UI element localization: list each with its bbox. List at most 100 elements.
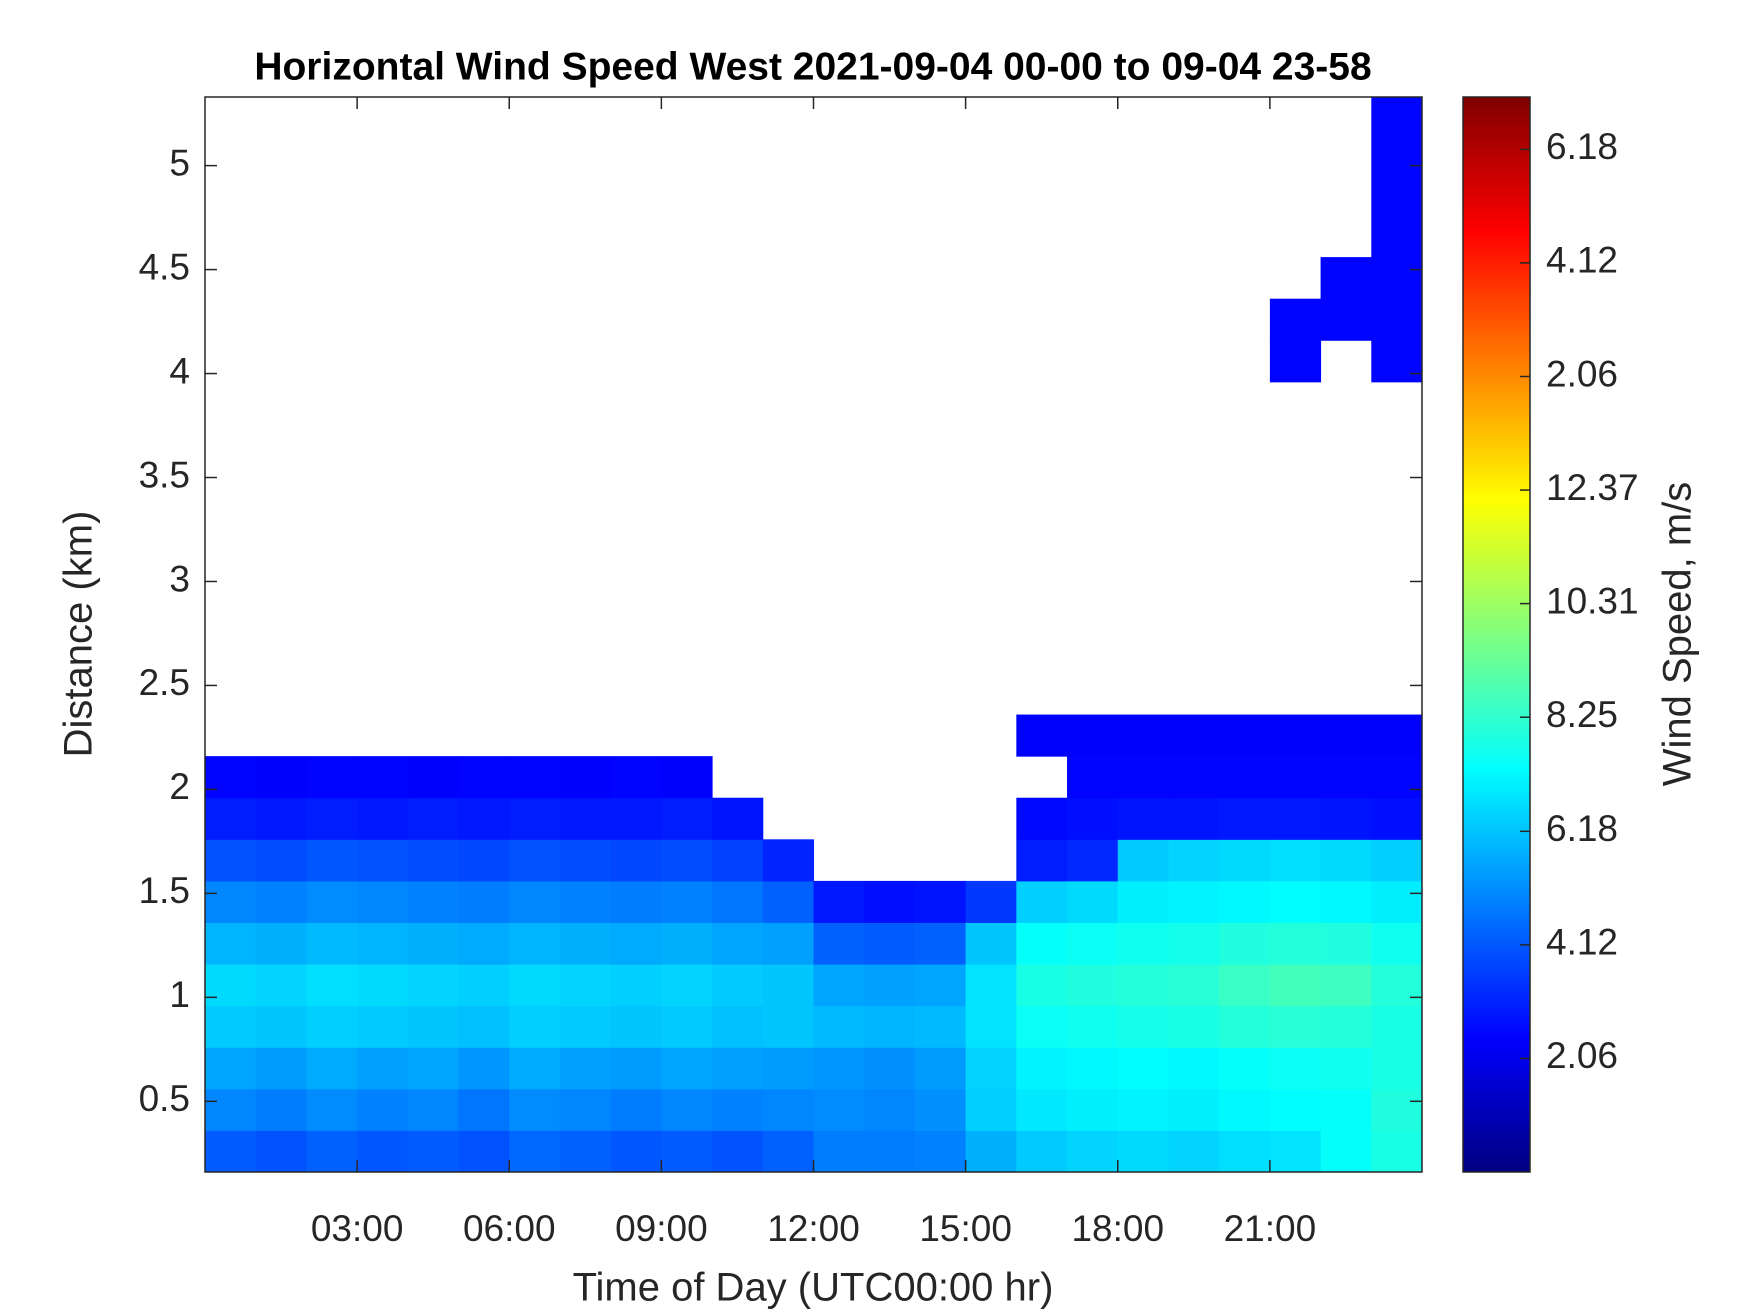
heatmap-cell — [509, 1130, 561, 1173]
heatmap-cell — [914, 964, 967, 1007]
x-tick-label: 09:00 — [615, 1208, 708, 1249]
heatmap-cell — [610, 797, 662, 840]
heatmap-cell — [1168, 797, 1220, 840]
heatmap-cell — [1117, 922, 1169, 965]
heatmap-cell — [762, 1047, 814, 1090]
heatmap-cell — [205, 756, 257, 799]
heatmap-cell — [864, 922, 916, 965]
heatmap-cell — [458, 797, 510, 840]
y-tick-label: 2.5 — [139, 662, 190, 703]
heatmap-cell — [407, 922, 460, 965]
heatmap-cell — [1320, 880, 1372, 923]
heatmap-cell — [1067, 1005, 1119, 1048]
heatmap-cell — [1067, 839, 1119, 882]
heatmap-cell — [1269, 1005, 1322, 1048]
heatmap-cell — [1269, 964, 1322, 1007]
heatmap-cell — [864, 1088, 916, 1131]
heatmap-cell — [357, 839, 409, 882]
heatmap-cell — [458, 964, 510, 1007]
heatmap-cell — [1219, 880, 1271, 923]
heatmap-cell — [1168, 1047, 1220, 1090]
heatmap-cell — [965, 1130, 1017, 1173]
heatmap-cell — [1371, 964, 1423, 1007]
heatmap-cell — [306, 839, 358, 882]
heatmap-cell — [357, 880, 409, 923]
heatmap-cell — [610, 1130, 662, 1173]
heatmap-cell — [914, 1005, 967, 1048]
heatmap-cell — [357, 1005, 409, 1048]
heatmap-cell — [1117, 1047, 1169, 1090]
heatmap-cell — [1320, 1047, 1372, 1090]
heatmap-cell — [458, 839, 510, 882]
heatmap-cell — [1067, 1130, 1119, 1173]
colorbar-tick-label: 2.06 — [1546, 353, 1618, 394]
heatmap-cell — [813, 1088, 865, 1131]
heatmap-cell — [559, 839, 612, 882]
heatmap-cell — [559, 1088, 612, 1131]
heatmap-cell — [610, 1088, 662, 1131]
heatmap-cell — [357, 1088, 409, 1131]
heatmap-cell — [205, 922, 257, 965]
heatmap-cell — [1320, 257, 1372, 300]
heatmap-cell — [1320, 714, 1372, 757]
heatmap-cell — [864, 1130, 916, 1173]
y-tick-label: 4.5 — [139, 246, 190, 287]
heatmap-cell — [1117, 756, 1169, 799]
x-tick-label: 12:00 — [767, 1208, 860, 1249]
heatmap-cell — [1219, 922, 1271, 965]
heatmap-cell — [407, 756, 460, 799]
chart-title: Horizontal Wind Speed West 2021-09-04 00… — [254, 45, 1371, 88]
heatmap-cell — [306, 1005, 358, 1048]
heatmap-cell — [712, 880, 764, 923]
heatmap-cell — [458, 1005, 510, 1048]
heatmap-cell — [1371, 756, 1423, 799]
heatmap-cell — [661, 756, 713, 799]
heatmap-cell — [1371, 132, 1423, 175]
heatmap-cell — [1219, 1130, 1271, 1173]
heatmap-cell — [762, 964, 814, 1007]
heatmap-cell — [255, 797, 307, 840]
heatmap-cell — [407, 797, 460, 840]
colorbar-label: Wind Speed, m/s — [1656, 482, 1700, 787]
heatmap-cell — [1219, 964, 1271, 1007]
heatmap-cell — [458, 880, 510, 923]
heatmap-cell — [559, 1130, 612, 1173]
heatmap-cell — [661, 880, 713, 923]
heatmap-cell — [1371, 1130, 1423, 1173]
heatmap-cell — [255, 756, 307, 799]
heatmap-cell — [255, 922, 307, 965]
colorbar-tick-label: 10.31 — [1546, 580, 1639, 621]
heatmap-cell — [205, 964, 257, 1007]
heatmap-cell — [712, 964, 764, 1007]
heatmap-cell — [914, 1047, 967, 1090]
heatmap-cell — [1168, 1130, 1220, 1173]
heatmap-cell — [1371, 1047, 1423, 1090]
heatmap-cell — [914, 1088, 967, 1131]
x-tick-label: 18:00 — [1071, 1208, 1164, 1249]
heatmap-cell — [509, 797, 561, 840]
y-tick-label: 1 — [169, 974, 190, 1015]
heatmap-cell — [1117, 880, 1169, 923]
heatmap-cell — [1371, 839, 1423, 882]
heatmap-cell — [610, 756, 662, 799]
heatmap-cell — [762, 1088, 814, 1131]
heatmap-cell — [306, 1130, 358, 1173]
heatmap-cell — [864, 880, 916, 923]
heatmap-cell — [661, 922, 713, 965]
colorbar-tick-label: 6.18 — [1546, 808, 1618, 849]
heatmap-cell — [1219, 797, 1271, 840]
heatmap-cell — [306, 922, 358, 965]
heatmap-cell — [357, 756, 409, 799]
heatmap-cell — [205, 1005, 257, 1048]
heatmap-cell — [813, 964, 865, 1007]
colorbar-tick-label: 2.06 — [1546, 1035, 1618, 1076]
x-tick-label: 21:00 — [1224, 1208, 1317, 1249]
heatmap-cell — [1371, 298, 1423, 341]
heatmap-cell — [864, 1047, 916, 1090]
heatmap-cell — [1067, 714, 1119, 757]
heatmap-cell — [1117, 1130, 1169, 1173]
heatmap-cell — [1067, 922, 1119, 965]
heatmap-cell — [610, 964, 662, 1007]
heatmap-cell — [1371, 880, 1423, 923]
heatmap-cell — [255, 1047, 307, 1090]
